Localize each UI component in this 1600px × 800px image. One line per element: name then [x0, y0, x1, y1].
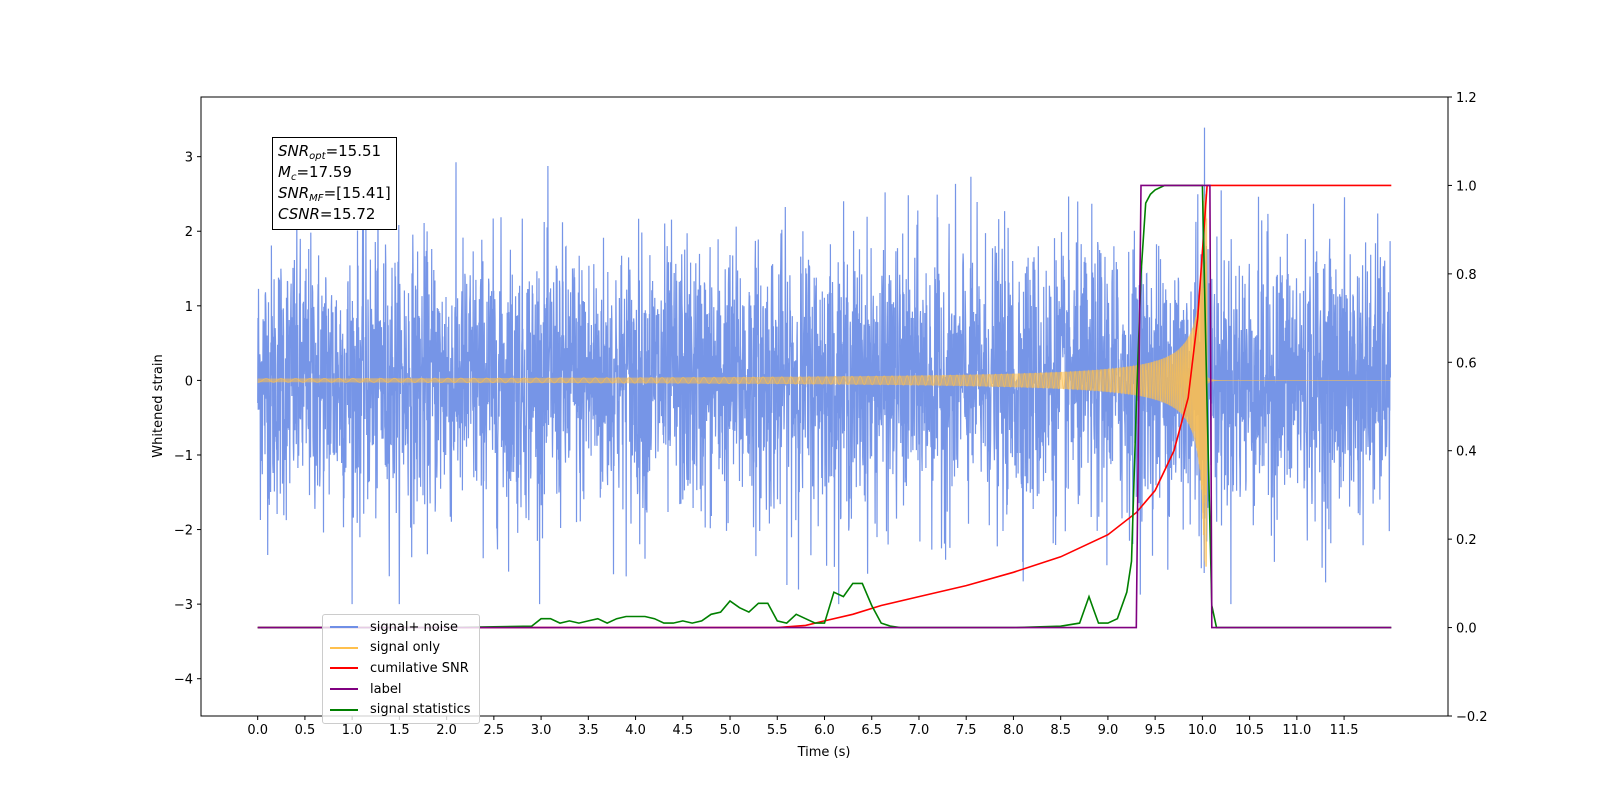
x-axis: 0.0 0.5 1.0 1.5 2.0 2.5 3.0 3.5 4.0 4.5 5.0 5.5 6.0 6… — [247, 716, 1359, 738]
legend-item-cumulative-snr: cumilative SNR — [323, 658, 479, 679]
x-tick-label: 0.0 — [247, 723, 268, 738]
series-signal-statistics — [257, 184, 1392, 629]
legend-swatch — [330, 708, 358, 711]
x-tick-label: 5.5 — [767, 723, 788, 738]
x-tick-label: 1.5 — [389, 723, 410, 738]
y-tick-label: −4 — [174, 673, 193, 688]
x-tick-label: 6.5 — [861, 723, 882, 738]
y2-tick-label: 0.2 — [1456, 533, 1477, 548]
x-tick-label: 4.5 — [672, 723, 693, 738]
legend-label: cumilative SNR — [370, 660, 469, 676]
y2-tick-label: 0.0 — [1456, 622, 1477, 637]
legend-swatch — [330, 667, 358, 670]
series-label — [257, 184, 1392, 629]
series-layer — [257, 127, 1392, 629]
legend-label: label — [370, 681, 402, 697]
legend-item-label: label — [323, 679, 479, 700]
series-signal-only — [257, 194, 1391, 567]
legend-label: signal+ noise — [370, 619, 459, 635]
y-axis-label: Whitened strain — [151, 354, 166, 457]
x-tick-label: 8.0 — [1003, 723, 1024, 738]
y2-tick-label: 1.2 — [1456, 91, 1477, 106]
x-tick-label: 11.0 — [1282, 723, 1311, 738]
x-tick-label: 2.0 — [436, 723, 457, 738]
legend: signal+ noise signal only cumilative SNR… — [322, 614, 480, 724]
annotation-csnr: CSNR=15.72 — [278, 205, 376, 223]
annotation-snr-opt: SNRopt=15.51 — [278, 142, 382, 162]
y-tick-label: 1 — [185, 300, 193, 315]
x-tick-label: 11.5 — [1330, 723, 1359, 738]
x-tick-label: 7.0 — [909, 723, 930, 738]
y-tick-label: 2 — [185, 225, 193, 240]
legend-item-signal-noise: signal+ noise — [323, 617, 479, 638]
legend-swatch — [330, 626, 358, 629]
x-tick-label: 2.5 — [484, 723, 505, 738]
legend-label: signal only — [370, 640, 441, 656]
y2-tick-label: 1.0 — [1456, 179, 1477, 194]
snr-annotation-box: SNRopt=15.51 Mc=17.59 SNRMF=[15.41] CSNR… — [272, 137, 397, 230]
legend-swatch — [330, 646, 358, 649]
legend-item-signal-statistics: signal statistics — [323, 699, 479, 720]
x-tick-label: 10.0 — [1188, 723, 1217, 738]
x-tick-label: 5.0 — [720, 723, 741, 738]
x-tick-label: 7.5 — [956, 723, 977, 738]
y-tick-label: 3 — [185, 151, 193, 166]
y2-tick-label: 0.6 — [1456, 356, 1477, 371]
legend-item-signal-only: signal only — [323, 638, 479, 659]
y2-tick-label: 0.8 — [1456, 268, 1477, 283]
x-tick-label: 0.5 — [295, 723, 316, 738]
y-tick-label: −3 — [174, 598, 193, 613]
legend-label: signal statistics — [370, 702, 471, 718]
x-tick-label: 1.0 — [342, 723, 363, 738]
y-tick-label: −2 — [174, 524, 193, 539]
annotation-chirp-mass: Mc=17.59 — [278, 163, 352, 183]
legend-swatch — [330, 688, 358, 691]
y2-tick-label: −0.2 — [1456, 710, 1488, 725]
y-tick-label: −1 — [174, 449, 193, 464]
x-tick-label: 6.0 — [814, 723, 835, 738]
y-axis-right: 1.2 1.0 0.8 0.6 0.4 0.2 0.0 −0.2 — [1448, 91, 1488, 725]
annotation-snr-mf: SNRMF=[15.41] — [278, 184, 391, 204]
x-axis-label: Time (s) — [797, 745, 851, 760]
x-tick-label: 8.5 — [1050, 723, 1071, 738]
x-tick-label: 9.5 — [1145, 723, 1166, 738]
series-signal-noise — [257, 127, 1391, 605]
y2-tick-label: 0.4 — [1456, 445, 1477, 460]
x-tick-label: 3.0 — [531, 723, 552, 738]
y-axis-left: 3 2 1 0 −1 −2 −3 −4 — [174, 151, 201, 688]
x-tick-label: 10.5 — [1235, 723, 1264, 738]
y-tick-label: 0 — [185, 374, 193, 389]
x-tick-label: 4.0 — [625, 723, 646, 738]
x-tick-label: 3.5 — [578, 723, 599, 738]
x-tick-label: 9.0 — [1098, 723, 1119, 738]
